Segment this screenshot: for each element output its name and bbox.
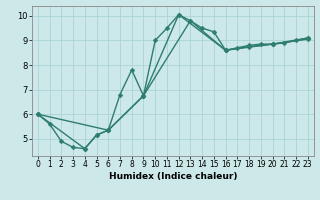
- X-axis label: Humidex (Indice chaleur): Humidex (Indice chaleur): [108, 172, 237, 181]
